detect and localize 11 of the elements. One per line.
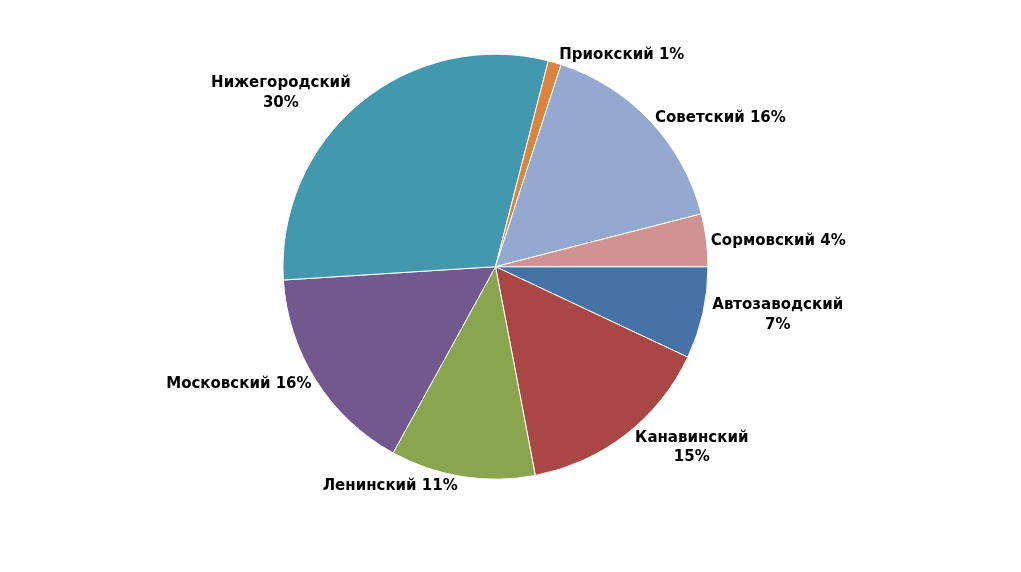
data-label: 15% bbox=[673, 447, 710, 466]
slice-label: Московский 16% bbox=[166, 374, 312, 393]
slice-label: Канавинский bbox=[635, 427, 749, 446]
slice-label: Нижегородский bbox=[211, 73, 351, 92]
data-label: 30% bbox=[262, 92, 299, 111]
slice-label: Сормовский 4% bbox=[710, 230, 846, 249]
slice-label: Ленинский 11% bbox=[322, 476, 458, 495]
slice-label: Советский 16% bbox=[654, 107, 786, 126]
slice-label: Приокский 1% bbox=[559, 45, 685, 64]
slice-label: Автозаводский bbox=[712, 295, 844, 314]
data-label: 7% bbox=[765, 314, 791, 333]
